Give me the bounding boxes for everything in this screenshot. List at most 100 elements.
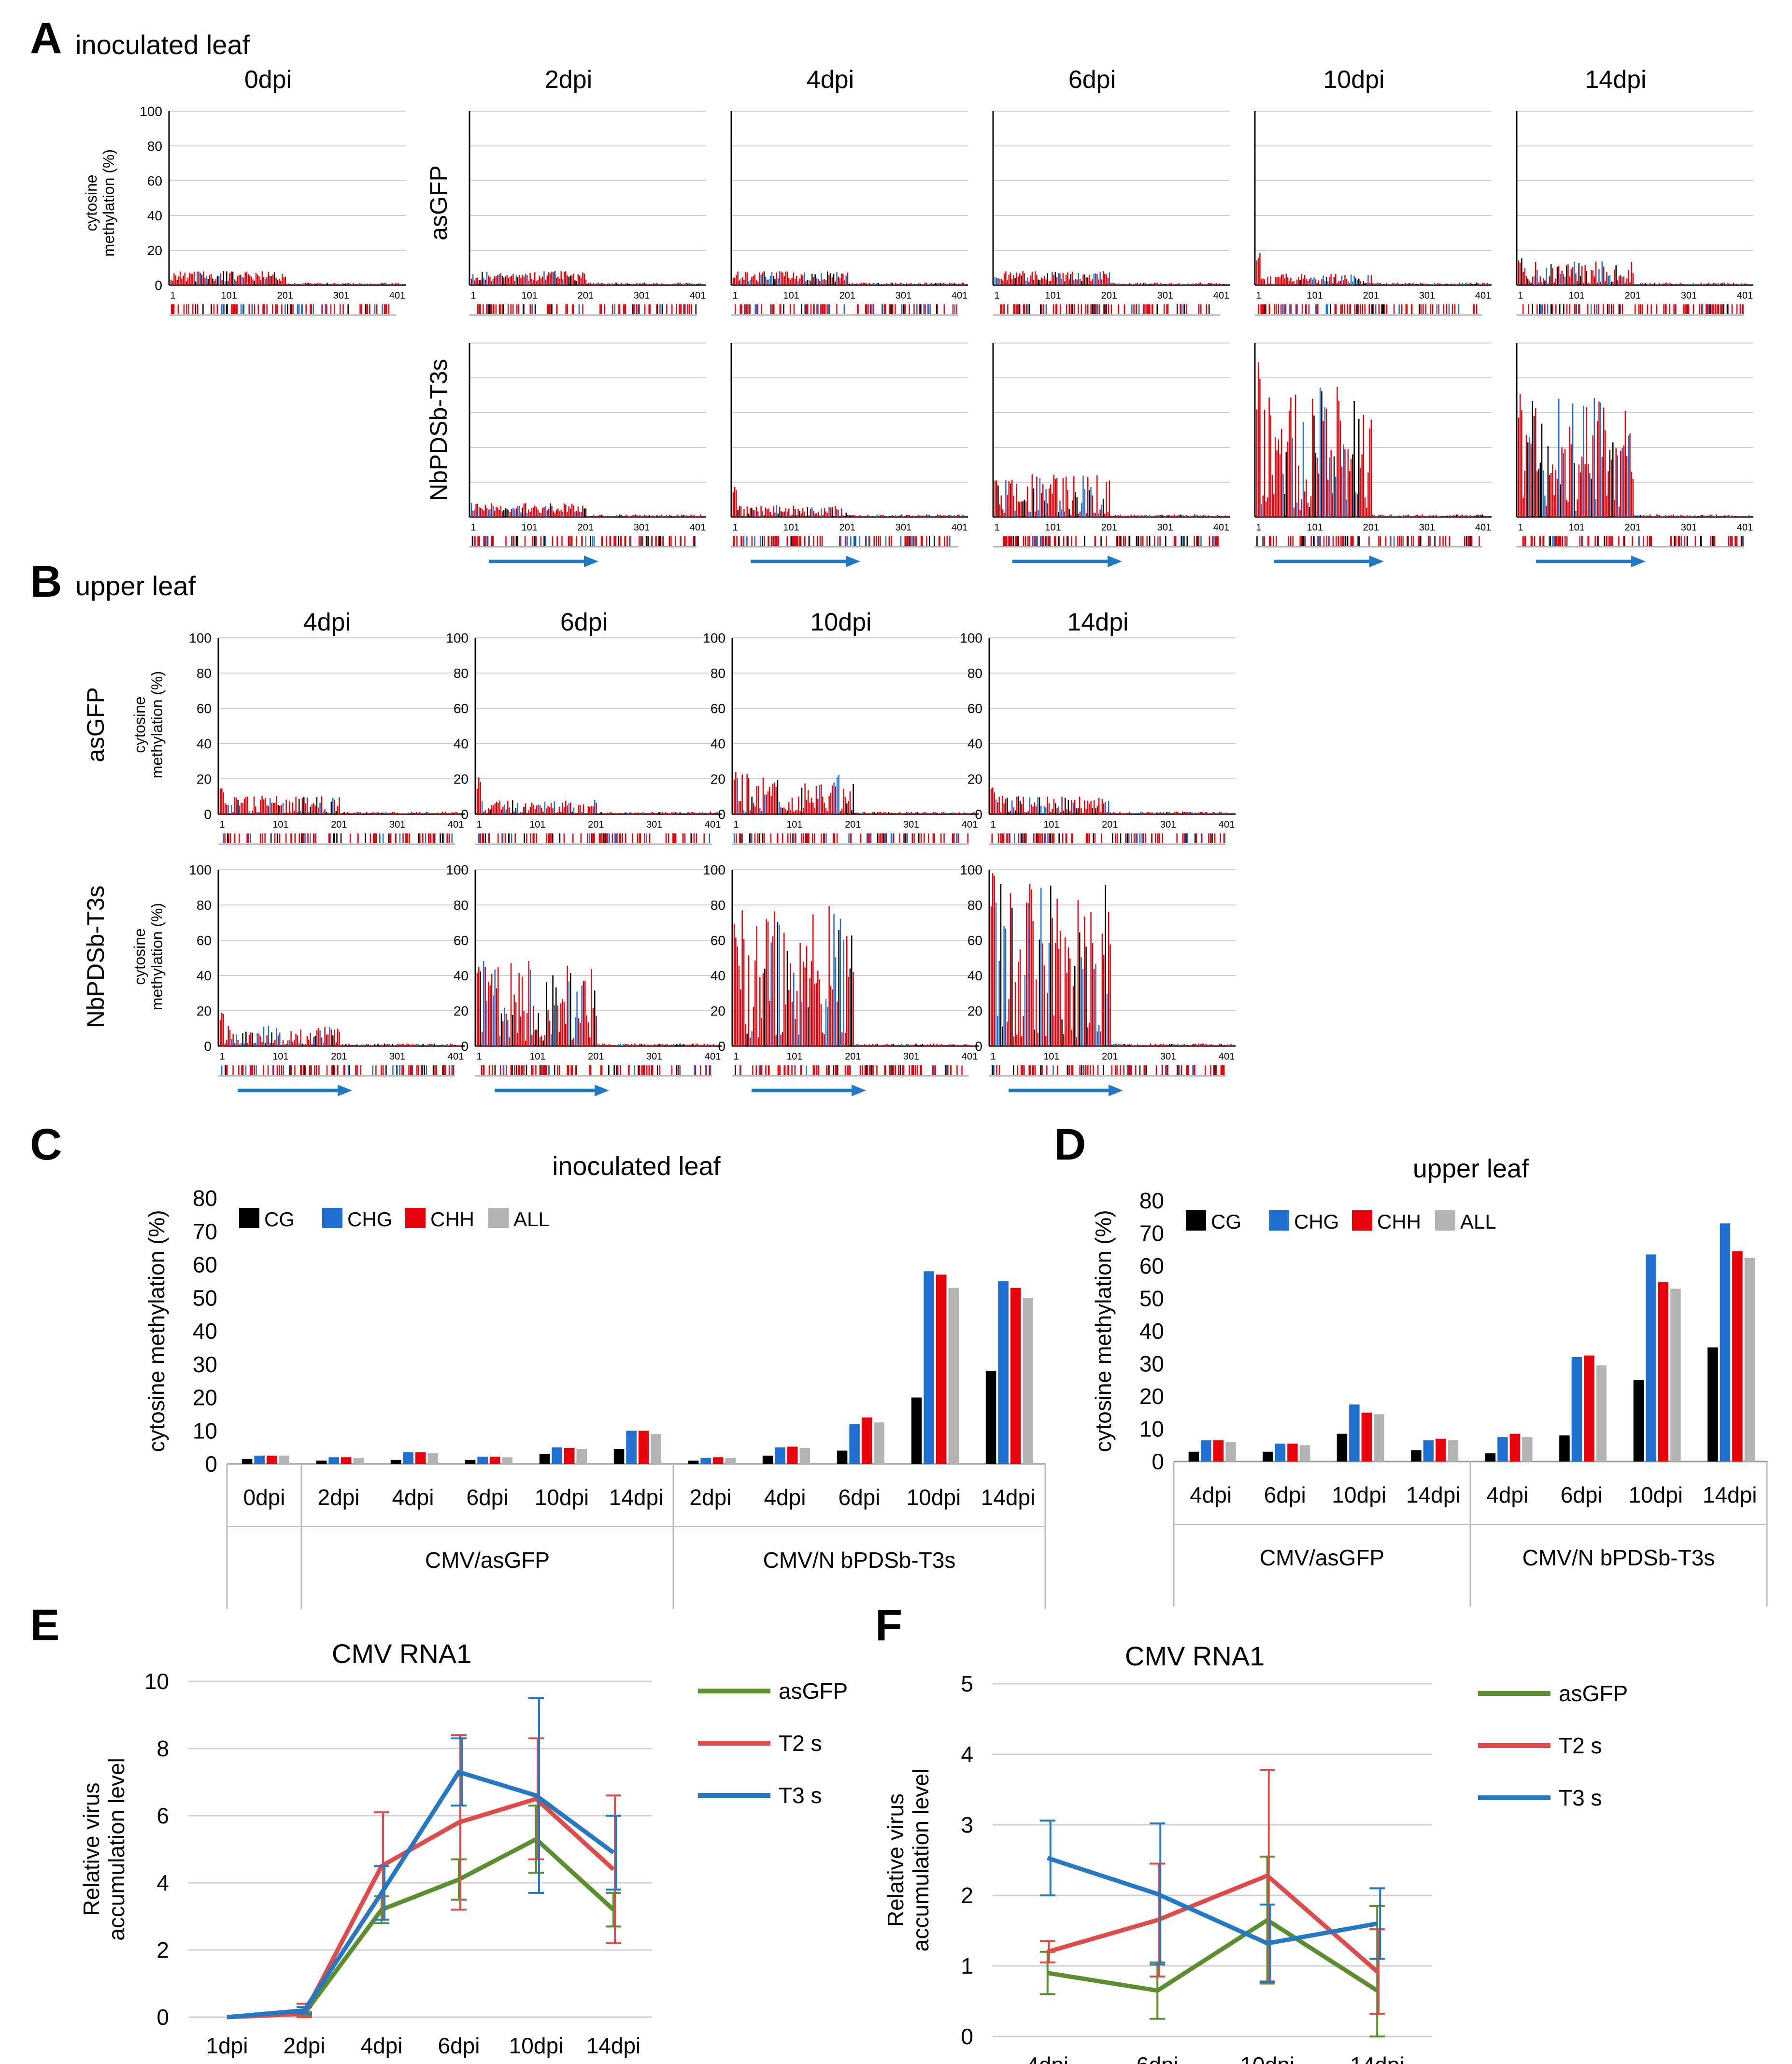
category-label: 10dpi: [535, 1485, 589, 1510]
row-label-asgfp: asGFP: [425, 165, 452, 241]
x-tick-label: 1: [733, 1051, 739, 1062]
x-tick-label: 1: [219, 819, 225, 830]
y-tick-label: 40: [197, 968, 212, 983]
x-tick-label: 101: [1307, 290, 1323, 301]
category-label: 2dpi: [690, 1485, 732, 1510]
y-axis-title: cytosinemethylation (%): [131, 671, 166, 778]
y-tick-label: 100: [446, 631, 469, 645]
x-tick-label: 301: [1419, 522, 1435, 533]
x-tick-label: 401: [448, 1051, 464, 1062]
column-title: 2dpi: [545, 66, 592, 94]
y-tick-label: 20: [711, 772, 725, 787]
legend-swatch: [322, 1208, 342, 1228]
y-tick-label: 80: [193, 1186, 217, 1211]
panel-c-letter: C: [30, 1120, 62, 1169]
category-label: 2dpi: [318, 1485, 360, 1510]
bar-all: [725, 1458, 736, 1464]
y-tick-label: 0: [461, 1039, 469, 1054]
y-tick-label: 20: [454, 772, 469, 787]
x-tick-label: 401: [705, 1051, 721, 1062]
x-tick-label: 1: [470, 522, 476, 533]
x-tick-label: 1: [990, 819, 996, 830]
x-tick-label: 1: [476, 819, 482, 830]
column-title: 6dpi: [560, 608, 608, 636]
bar-all: [799, 1448, 811, 1464]
bar-chg: [626, 1431, 637, 1464]
x-tick-label: 201: [1102, 1051, 1118, 1062]
x-tick-label: 401: [690, 522, 706, 533]
legend-label: CHG: [347, 1208, 392, 1231]
x-tick-label: 401: [1219, 819, 1235, 830]
column-title: 14dpi: [1067, 608, 1128, 636]
x-tick-label: 201: [588, 819, 604, 830]
x-tick-label: 1: [994, 290, 999, 301]
bar-chh: [564, 1448, 575, 1464]
target-region-arrowhead: [1108, 556, 1122, 567]
panel-a-column-titles: 0dpi 2dpi 4dpi 6dpi 10dpi 14dpi: [244, 66, 1647, 94]
bar-chg: [477, 1456, 488, 1464]
target-region-arrowhead: [1109, 1085, 1123, 1096]
x-tick-label: 401: [962, 1051, 978, 1062]
legend-swatch: [239, 1208, 259, 1228]
target-region-arrowhead: [1631, 556, 1646, 567]
y-tick-label: 60: [454, 933, 469, 948]
column-title: 14dpi: [1585, 66, 1646, 94]
y-tick-label: 80: [454, 666, 469, 681]
y-tick-label: 70: [193, 1219, 217, 1244]
bar-cg: [688, 1461, 699, 1464]
y-tick-label: 80: [967, 666, 982, 681]
x-tick-label: 301: [1681, 290, 1697, 301]
x-tick-label: 301: [646, 1051, 662, 1062]
panel-a-row-labels: asGFP NbPDSb-T3s: [425, 165, 452, 501]
y-axis-title-line: methylation (%): [148, 903, 166, 1010]
x-tick-label: 301: [634, 522, 650, 533]
y-tick-label: 20: [711, 1003, 725, 1018]
x-tick-label: 1: [470, 290, 476, 301]
x-tick-label: 101: [786, 1051, 802, 1062]
y-tick-label: 0: [975, 1039, 982, 1054]
y-axis-title: cytosine methylation (%): [144, 1210, 169, 1452]
y-tick-label: 0: [155, 278, 162, 293]
y-tick-label: 40: [967, 968, 982, 983]
x-tick-label: 1: [1256, 522, 1261, 533]
column-title: 10dpi: [1323, 66, 1384, 94]
bar-chh: [712, 1457, 724, 1464]
x-tick-label: 401: [705, 819, 721, 830]
x-tick-label: 201: [1625, 522, 1641, 533]
y-tick-label: 0: [718, 1039, 725, 1054]
bar-chh: [787, 1447, 798, 1464]
y-tick-label: 20: [197, 1003, 212, 1018]
panel-a-letter: A: [30, 14, 62, 63]
y-tick-label: 60: [197, 701, 212, 716]
y-tick-label: 80: [197, 898, 212, 913]
y-tick-label: 60: [711, 701, 725, 716]
y-tick-label: 40: [193, 1319, 217, 1344]
y-tick-label: 80: [711, 898, 725, 913]
bar-cg: [837, 1450, 848, 1464]
x-tick-label: 401: [1737, 290, 1753, 301]
x-tick-label: 301: [389, 819, 405, 830]
y-axis-title-line: methylation (%): [100, 149, 117, 257]
methylation-plot: 1 101 201 301 401: [1516, 111, 1753, 315]
target-region-arrowhead: [595, 1085, 609, 1096]
x-tick-label: 201: [331, 819, 347, 830]
legend-swatch: [488, 1208, 509, 1228]
panel-b-row-labels: asGFP NbPDSb-T3s: [82, 687, 109, 1028]
x-tick-label: 201: [1101, 290, 1117, 301]
y-tick-label: 20: [147, 243, 162, 258]
bar-chg: [775, 1447, 785, 1464]
x-tick-label: 101: [1043, 819, 1059, 830]
y-tick-label: 80: [711, 666, 725, 681]
y-tick-label: 40: [147, 208, 162, 223]
panel-b-title: upper leaf: [75, 571, 196, 601]
panel-a-title: inoculated leaf: [75, 29, 250, 60]
x-tick-label: 201: [1102, 819, 1118, 830]
x-tick-label: 101: [272, 819, 288, 830]
x-tick-label: 1: [733, 819, 739, 830]
y-tick-label: 60: [711, 933, 725, 948]
x-tick-label: 201: [277, 290, 293, 301]
